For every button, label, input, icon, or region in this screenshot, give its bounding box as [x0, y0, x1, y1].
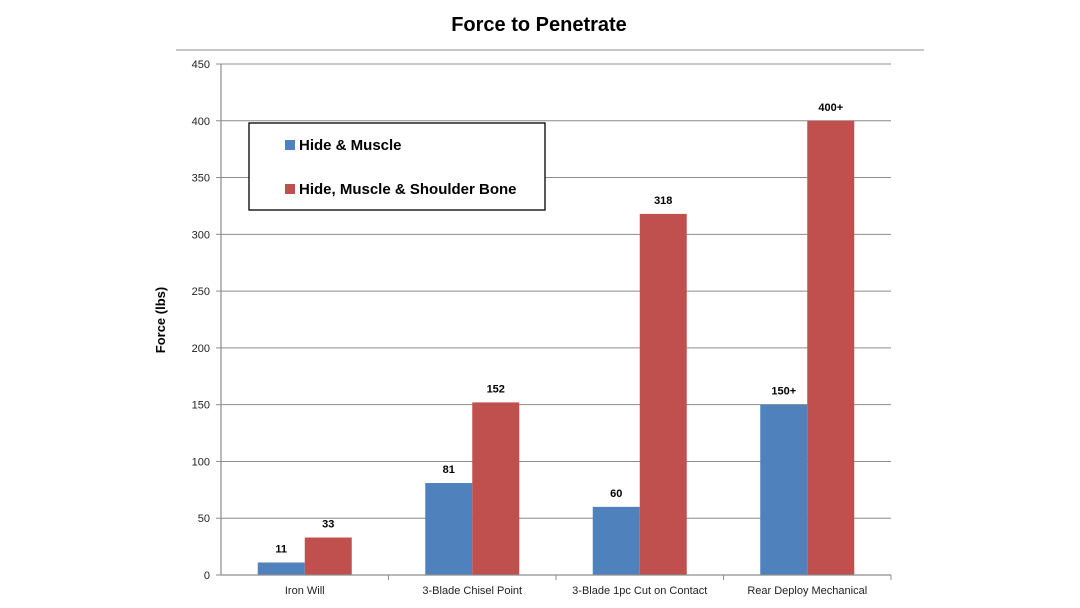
y-tick-label: 450 [192, 59, 210, 71]
y-tick-label: 200 [192, 343, 210, 355]
legend-swatch [285, 140, 295, 150]
bar-hide-muscle-bone [304, 537, 352, 575]
y-axis-label: Force (lbs) [153, 287, 168, 353]
data-label: 33 [322, 519, 334, 531]
gridlines [221, 63, 891, 519]
legend-label: Hide, Muscle & Shoulder Bone [299, 181, 517, 198]
data-label: 150+ [771, 386, 796, 398]
x-tick-label: Rear Deploy Mechanical [747, 585, 867, 597]
data-label: 318 [654, 195, 672, 207]
bar-hide-muscle [257, 562, 305, 575]
y-tick-label: 300 [192, 229, 210, 241]
x-tick-label: Iron Will [285, 585, 325, 597]
y-tick-label: 100 [192, 456, 210, 468]
data-label: 11 [275, 544, 287, 556]
legend-swatch [285, 184, 295, 194]
data-label: 60 [610, 488, 622, 500]
bar-hide-muscle-bone [639, 213, 687, 576]
bar-hide-muscle-bone [472, 402, 520, 575]
bars [257, 120, 855, 576]
data-label: 400+ [818, 102, 843, 114]
legend-label: Hide & Muscle [299, 137, 402, 154]
data-labels: 11 33 81 152 60 318 150+ 400+ [275, 102, 843, 556]
y-tick-label: 50 [198, 513, 210, 525]
y-tick-label: 400 [192, 116, 210, 128]
y-tick-label: 250 [192, 286, 210, 298]
y-tick-label: 350 [192, 173, 210, 185]
y-tick-label: 0 [204, 570, 210, 582]
chart-title: Force to Penetrate [451, 14, 627, 36]
bar-hide-muscle-bone [807, 120, 855, 576]
legend: Hide & Muscle Hide, Muscle & Shoulder Bon… [248, 122, 546, 211]
bar-hide-muscle [760, 404, 808, 575]
y-axis-ticks: 0 50 100 150 200 250 300 350 400 450 [192, 59, 221, 582]
x-tick-label: 3-Blade Chisel Point [422, 585, 522, 597]
bar-hide-muscle [592, 506, 640, 575]
bar-hide-muscle [425, 483, 473, 575]
x-tick-label: 3-Blade 1pc Cut on Contact [572, 585, 707, 597]
data-label: 81 [443, 464, 455, 476]
y-tick-label: 150 [192, 400, 210, 412]
data-label: 152 [487, 383, 505, 395]
x-axis-ticks: Iron Will 3-Blade Chisel Point 3-Blade 1pc… [285, 575, 892, 597]
legend-box [248, 122, 546, 211]
